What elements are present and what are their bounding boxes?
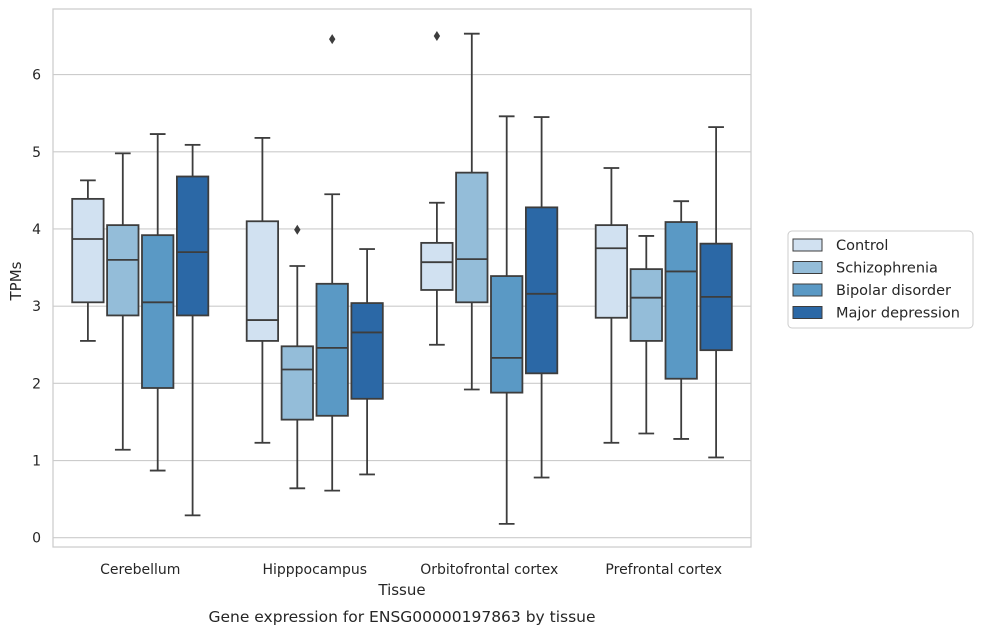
x-axis-label: Tissue	[377, 581, 425, 599]
outlier-point	[433, 31, 441, 42]
box-body	[490, 275, 524, 394]
box-0-0	[71, 179, 105, 342]
legend: Control Schizophrenia Bipolar disorder Majo…	[787, 230, 974, 329]
box-body	[629, 268, 663, 342]
box-1-1	[280, 224, 314, 490]
box-0-1	[245, 137, 280, 444]
box-3-2	[524, 116, 559, 479]
y-tick-label: 6	[32, 68, 41, 84]
x-tick-label: Orbitofrontal cortex	[420, 562, 558, 578]
legend-swatch	[792, 261, 823, 274]
box-0-3	[594, 167, 629, 444]
y-tick-label: 3	[32, 299, 41, 315]
legend-entry: Schizophrenia	[836, 261, 938, 277]
box-3-0	[175, 143, 210, 517]
box-body	[524, 206, 559, 375]
y-tick-label: 2	[32, 376, 41, 392]
box-body	[175, 175, 210, 317]
box-body	[350, 302, 384, 400]
box-0-2	[420, 31, 454, 346]
chart-caption: Gene expression for ENSG00000197863 by t…	[208, 608, 595, 626]
box-1-2	[455, 32, 489, 391]
box-body	[664, 221, 698, 380]
outlier-point	[329, 34, 336, 45]
y-tick-label: 5	[32, 145, 41, 161]
box-body	[420, 241, 454, 291]
y-tick-label: 1	[32, 454, 41, 470]
box-2-2	[490, 115, 524, 525]
x-tick-label: Prefrontal cortex	[605, 562, 722, 578]
legend-entry: Control	[836, 238, 888, 254]
box-body	[106, 224, 140, 317]
box-body	[315, 282, 349, 417]
box-3-3	[699, 126, 733, 459]
legend-swatch	[792, 306, 823, 319]
legend-frame	[787, 230, 974, 329]
y-tick-labels: 0 1 2 3 4 5 6	[32, 68, 41, 547]
box-body	[141, 234, 175, 389]
box-2-3	[664, 200, 698, 440]
legend-entry: Bipolar disorder	[836, 283, 951, 299]
y-axis-label: TPMs	[7, 261, 25, 301]
legend-swatch	[792, 283, 823, 297]
x-tick-labels: Cerebellum Hipppocampus Orbitofrontal cort…	[100, 562, 722, 578]
x-tick-label: Hipppocampus	[262, 562, 367, 578]
y-tick-label: 0	[32, 531, 41, 547]
box-body	[455, 171, 489, 304]
legend-swatch	[792, 238, 823, 252]
box-body	[280, 345, 314, 421]
box-body	[594, 224, 629, 319]
legend-entry: Major depression	[836, 306, 960, 322]
y-tick-label: 4	[32, 222, 41, 238]
box-2-0	[141, 133, 175, 472]
box-2-1	[315, 34, 349, 492]
box-1-0	[106, 152, 140, 451]
box-3-1	[350, 248, 384, 476]
box-body	[71, 197, 105, 304]
outlier-point	[294, 224, 301, 235]
box-body	[245, 220, 280, 342]
x-tick-label: Cerebellum	[100, 562, 180, 578]
box-series	[71, 31, 733, 525]
box-1-3	[629, 235, 663, 435]
plot-frame	[52, 8, 752, 548]
